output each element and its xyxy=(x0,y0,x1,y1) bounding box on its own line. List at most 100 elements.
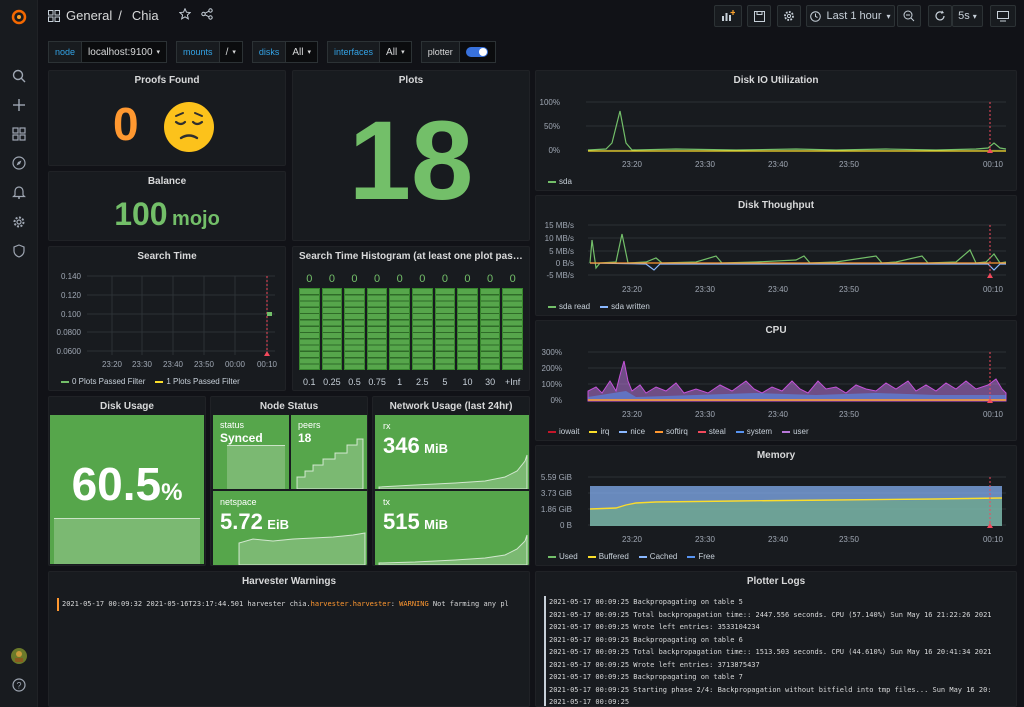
settings-button[interactable] xyxy=(777,5,801,27)
panel-disk-io[interactable]: Disk IO Utilization 100% 50% 0% 23:20 23… xyxy=(535,70,1017,191)
log-line[interactable]: 2021-05-17 00:09:25 xyxy=(544,696,1012,706)
add-panel-button[interactable] xyxy=(714,5,742,27)
proofs-value: 0 xyxy=(113,98,139,150)
log-line[interactable]: 2021-05-17 00:09:25 Wrote left entries: … xyxy=(544,621,1012,634)
legend-item[interactable]: system xyxy=(735,427,772,436)
panel-network-usage[interactable]: Network Usage (last 24hr) rx 346 MiB tx … xyxy=(372,396,530,566)
star-icon[interactable] xyxy=(178,7,192,23)
panel-disk-usage[interactable]: Disk Usage 60.5% xyxy=(48,396,206,566)
var-select-mounts[interactable]: / ▾ xyxy=(219,41,243,63)
legend-item[interactable]: sda read xyxy=(548,302,590,311)
panel-memory[interactable]: Memory 5.59 GiB 3.73 GiB 1.86 GiB 0 B 23… xyxy=(535,445,1017,566)
var-select-disks[interactable]: All ▾ xyxy=(286,41,319,63)
log-line[interactable]: 2021-05-17 00:09:25 Total backpropagatio… xyxy=(544,646,1012,659)
avatar[interactable] xyxy=(11,648,27,664)
panel-balance[interactable]: Balance 100 mojo xyxy=(48,171,286,241)
histogram-bucket: 0 10 xyxy=(457,273,478,387)
log-line[interactable]: 2021-05-17 00:09:25 Backpropagating on t… xyxy=(544,596,1012,609)
status-label: status xyxy=(220,420,245,430)
panel-cpu[interactable]: CPU 300% 200% 100% 0% 23:20 23:30 23:40 … xyxy=(535,320,1017,441)
panel-search-time[interactable]: Search Time 0.140 0.120 0.100 0.0800 0.0… xyxy=(48,246,286,391)
log-line[interactable]: 2021-05-17 00:09:25 Backpropagating on t… xyxy=(544,633,1012,646)
x-tick: 23:20 xyxy=(622,285,643,294)
tx-sparkline xyxy=(378,534,528,565)
series-area-free xyxy=(590,486,1002,526)
legend-item[interactable]: nice xyxy=(619,427,645,436)
legend-item[interactable]: user xyxy=(782,427,809,436)
legend-item[interactable]: iowait xyxy=(548,427,579,436)
peers-value: 18 xyxy=(298,431,312,445)
y-tick: 0 B/s xyxy=(556,259,574,268)
y-tick: 5 MB/s xyxy=(549,247,574,256)
var-select-interfaces[interactable]: All ▾ xyxy=(380,41,412,63)
gear-icon[interactable] xyxy=(11,214,27,230)
breadcrumb-separator: / xyxy=(118,8,122,23)
compass-icon[interactable] xyxy=(11,155,27,171)
legend-item[interactable]: Buffered xyxy=(587,552,629,561)
plus-icon[interactable] xyxy=(11,97,27,113)
x-tick: 23:30 xyxy=(695,160,716,169)
legend-item[interactable]: sda written xyxy=(600,302,650,311)
breadcrumb-folder[interactable]: General xyxy=(66,8,113,23)
log-line[interactable]: 2021-05-17 00:09:32 2021-05-16T23:17:44.… xyxy=(57,598,527,611)
toggle-switch xyxy=(466,47,489,57)
sparkline-fill xyxy=(227,445,285,489)
bucket-count: 0 xyxy=(328,273,335,285)
var-select-node[interactable]: localhost:9100 ▾ xyxy=(82,41,168,63)
histogram-bucket: 0 0.1 xyxy=(299,273,320,387)
share-icon[interactable] xyxy=(200,8,213,23)
help-icon[interactable]: ? xyxy=(11,677,27,693)
log-line[interactable]: 2021-05-17 00:09:25 Backpropagating on t… xyxy=(544,671,1012,684)
legend-item[interactable]: Cached xyxy=(638,552,677,561)
shield-icon[interactable] xyxy=(11,243,27,259)
zoom-out-button[interactable] xyxy=(897,5,921,27)
search-time-chart: 0.140 0.120 0.100 0.0800 0.0600 23:20 23… xyxy=(57,272,278,369)
bucket-bar xyxy=(457,288,478,370)
cpu-chart: 300% 200% 100% 0% 23:20 23:30 23:40 23:5… xyxy=(542,348,1007,419)
breadcrumb-dashboard[interactable]: Chia xyxy=(131,8,159,23)
panel-proofs-found[interactable]: Proofs Found 0 xyxy=(48,70,286,166)
plotter-toggle[interactable] xyxy=(459,41,496,63)
refresh-button[interactable] xyxy=(928,5,952,27)
tv-mode-button[interactable] xyxy=(990,5,1016,27)
x-tick: 23:30 xyxy=(695,410,716,419)
bell-icon[interactable] xyxy=(11,184,27,200)
rx-stat: 346 MiB xyxy=(383,433,448,459)
legend-item[interactable]: Free xyxy=(687,552,715,561)
log-list: 2021-05-17 00:09:25 Backpropagating on t… xyxy=(544,596,1012,706)
dashboards-icon[interactable] xyxy=(11,126,27,142)
series-line xyxy=(589,262,1006,271)
legend-item[interactable]: sda xyxy=(548,177,572,186)
grafana-logo-icon[interactable] xyxy=(11,9,27,25)
panel-node-status[interactable]: Node Status status Synced peers 18 netsp… xyxy=(210,396,368,566)
panel-plots[interactable]: Plots 18 xyxy=(292,70,530,241)
tx-value: 515 xyxy=(383,509,420,534)
refresh-interval-picker[interactable]: 5s ▾ xyxy=(952,5,983,27)
panel-title: Node Status xyxy=(259,401,319,412)
panel-title: Proofs Found xyxy=(134,75,200,86)
legend-item[interactable]: softirq xyxy=(655,427,688,436)
panel-disk-throughput[interactable]: Disk Thoughput 15 MB/s 10 MB/s 5 MB/s 0 … xyxy=(535,195,1017,316)
bucket-count: 0 xyxy=(306,273,313,285)
time-range-picker[interactable]: Last 1 hour ▾ xyxy=(806,5,895,27)
legend-item[interactable]: irq xyxy=(589,427,609,436)
log-line[interactable]: 2021-05-17 00:09:25 Wrote left entries: … xyxy=(544,658,1012,671)
bucket-count: 0 xyxy=(351,273,358,285)
peers-sparkline xyxy=(296,438,364,489)
legend-item[interactable]: 0 Plots Passed Filter xyxy=(61,377,145,386)
log-line[interactable]: 2021-05-17 00:09:25 Starting phase 2/4: … xyxy=(544,683,1012,696)
rx-value: 346 xyxy=(383,433,420,458)
legend-item[interactable]: steal xyxy=(697,427,726,436)
log-line[interactable]: 2021-05-17 00:09:25 Total backpropagatio… xyxy=(544,608,1012,621)
legend-item[interactable]: Used xyxy=(548,552,578,561)
bucket-label: 10 xyxy=(462,377,473,387)
save-button[interactable] xyxy=(747,5,771,27)
panel-search-histogram[interactable]: Search Time Histogram (at least one plot… xyxy=(292,246,530,391)
search-icon[interactable] xyxy=(11,68,27,84)
legend-item[interactable]: 1 Plots Passed Filter xyxy=(155,377,240,386)
panel-harvester-warnings[interactable]: Harvester Warnings 2021-05-17 00:09:32 2… xyxy=(48,571,530,707)
sparkline-fill xyxy=(54,518,200,564)
chevron-down-icon: ▾ xyxy=(886,11,891,21)
panel-plotter-logs[interactable]: Plotter Logs 2021-05-17 00:09:25 Backpro… xyxy=(535,571,1017,707)
bucket-bar xyxy=(366,288,388,370)
